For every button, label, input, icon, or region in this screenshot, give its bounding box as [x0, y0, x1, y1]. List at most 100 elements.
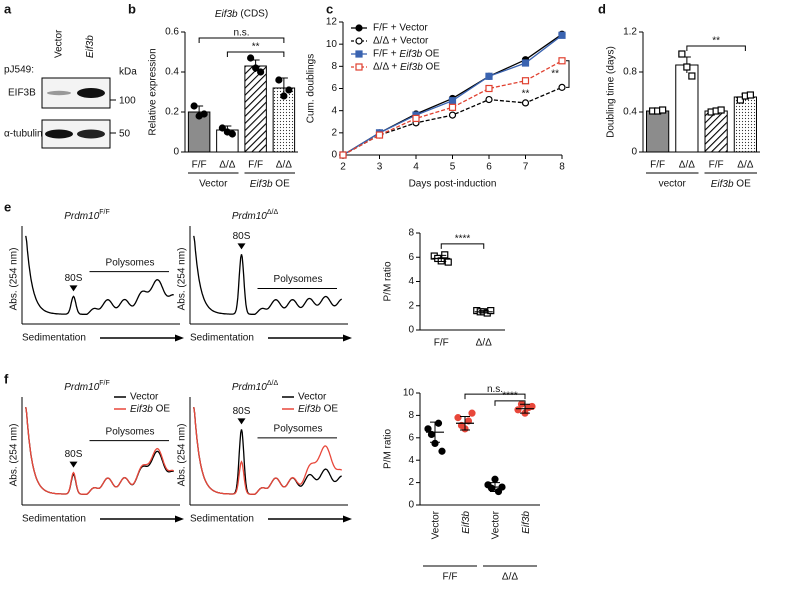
profile-curve: [25, 407, 174, 495]
polysome-label: Polysomes: [106, 426, 155, 437]
gene-name: Prdm10: [232, 211, 267, 222]
arrow-head: [175, 334, 184, 342]
bar: [244, 65, 267, 153]
y-tick-label: 6: [408, 432, 414, 443]
significance-bracket: [686, 45, 746, 51]
group-label: Δ/Δ: [502, 572, 518, 583]
data-point: [521, 59, 530, 67]
x-tick-label: F/F: [650, 160, 665, 171]
data-point: [521, 99, 530, 107]
blot-band: [77, 88, 105, 98]
legend-marker: [355, 50, 363, 58]
polysome-label: Polysomes: [274, 274, 323, 285]
data-point: [339, 151, 347, 159]
data-point: [558, 57, 566, 65]
peak-marker: [69, 285, 78, 292]
data-point: [491, 475, 499, 483]
x-tick-label: 6: [486, 162, 492, 173]
y-axis-label: Doubling time (days): [606, 46, 617, 138]
y-tick-label: 10: [326, 39, 338, 50]
x-tick-label: Δ/Δ: [476, 338, 492, 349]
profile-title: Prdm10F/F: [64, 380, 110, 393]
italic-term: Eif3b: [215, 9, 238, 20]
legend-label: Δ/Δ + Vector: [373, 36, 429, 47]
significance-bracket: [464, 393, 526, 400]
error-bar: [436, 254, 447, 262]
data-point: [375, 131, 384, 139]
significance-bracket: [226, 51, 285, 57]
data-point: [441, 251, 449, 259]
x-tick-label: Δ/Δ: [219, 160, 235, 171]
peak-marker: [69, 461, 78, 468]
y-tick-label: 0: [408, 325, 414, 336]
data-point: [485, 72, 493, 80]
data-point: [448, 97, 457, 105]
data-point: [448, 103, 457, 111]
protein-label: α-tubulin: [4, 129, 43, 140]
data-point: [683, 63, 691, 71]
blot-band: [47, 90, 71, 96]
profile-x-label: Sedimentation: [190, 333, 254, 344]
y-tick-label: 0: [408, 500, 414, 511]
italic-term: Eif3b: [130, 404, 153, 415]
significance-label: **: [252, 42, 260, 53]
peak-label: 80S: [65, 273, 83, 284]
italic-term: Eif3b: [521, 511, 532, 534]
peak-label: 80S: [233, 406, 251, 417]
profile-title: Prdm10Δ/Δ: [232, 209, 279, 222]
chart-title: Eif3b (CDS): [215, 9, 268, 20]
y-tick-label: 10: [403, 388, 415, 399]
data-point: [558, 83, 566, 91]
x-tick-label: Vector: [431, 510, 442, 539]
bar: [646, 110, 670, 153]
data-point: [736, 96, 744, 104]
bar: [704, 110, 728, 153]
polysome-label: Polysomes: [106, 257, 155, 268]
legend-marker: [355, 24, 363, 32]
x-tick-label: F/F: [434, 338, 449, 349]
peak-marker: [237, 243, 246, 250]
legend-marker: [355, 63, 363, 71]
annotation: **: [522, 89, 530, 100]
data-point: [275, 76, 283, 84]
error-bar: [430, 421, 440, 443]
y-tick-label: 2: [331, 127, 337, 138]
x-tick-label: F/F: [709, 160, 724, 171]
panel-label: a: [4, 1, 12, 16]
error-bar: [478, 310, 489, 314]
italic-term: Prdm10: [232, 211, 267, 222]
y-tick-label: 0.4: [623, 107, 637, 118]
y-axis-label: Cum. doublings: [306, 54, 317, 123]
significance-bracket: [494, 400, 526, 406]
data-point: [454, 414, 462, 422]
x-tick-label: Δ/Δ: [679, 160, 695, 171]
y-tick-label: 2: [408, 477, 414, 488]
data-point: [252, 64, 260, 72]
italic-term: Eif3b: [461, 511, 472, 534]
y-axis-label: Relative expression: [148, 48, 159, 135]
data-point: [218, 124, 226, 132]
arrow-head: [343, 334, 352, 342]
gene-name: Prdm10: [232, 382, 267, 393]
arrow-head: [343, 515, 352, 523]
italic-term: Eif3b: [298, 404, 321, 415]
legend-marker: [355, 37, 363, 45]
data-point: [485, 84, 493, 93]
significance-label: ****: [502, 390, 518, 401]
y-tick-label: 0.8: [623, 67, 637, 78]
significance-label: n.s.: [487, 384, 503, 395]
italic-term: Eif3b: [711, 179, 734, 190]
data-point: [678, 50, 686, 58]
data-point: [487, 484, 496, 492]
legend-label: Eif3b OE: [130, 404, 170, 415]
legend-label: Vector: [130, 392, 159, 403]
group-label: Eif3b OE: [711, 179, 751, 190]
profile-curve: [193, 407, 343, 495]
y-tick-label: 2: [408, 300, 414, 311]
italic-term: Prdm10: [64, 382, 99, 393]
significance-bracket: [198, 37, 285, 43]
data-point: [280, 92, 288, 100]
y-tick-label: 4: [408, 455, 414, 466]
profile-curve: [193, 407, 342, 495]
y-tick-label: 0.2: [165, 107, 179, 118]
